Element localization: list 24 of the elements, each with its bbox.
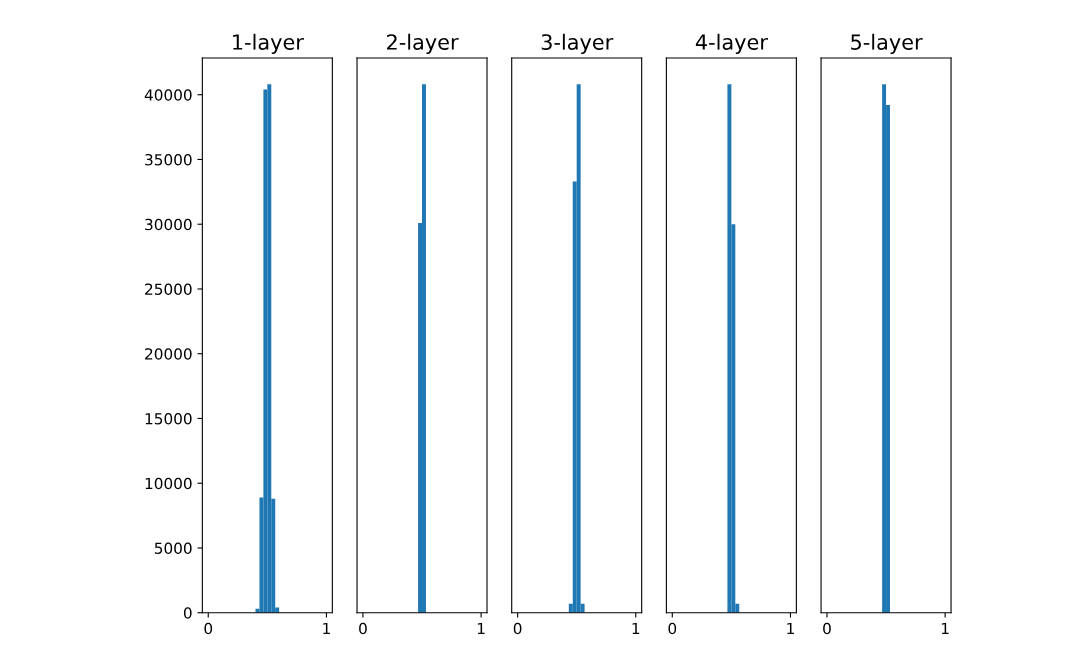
y-tick-label: 25000 (145, 283, 192, 295)
y-tick-label: 20000 (145, 348, 192, 360)
y-tick-label: 40000 (144, 89, 192, 101)
x-tick-label: 0 (359, 622, 367, 635)
y-tick-label: 30000 (145, 218, 192, 231)
x-tick-label: 0 (513, 622, 522, 635)
y-tick-label: 10000 (145, 477, 192, 490)
chart-title: 2-layer (387, 33, 459, 54)
y-tick-label: 35000 (145, 153, 192, 166)
y-tick-label: 5000 (154, 542, 192, 554)
x-tick-label: 0 (204, 622, 213, 635)
chart-title: 5-layer (851, 33, 923, 54)
x-tick-label: 1 (323, 622, 330, 635)
x-tick-label: 1 (787, 622, 794, 635)
chart-title: 4-layer (695, 33, 768, 54)
x-tick-label: 1 (941, 622, 949, 635)
y-tick-label: 15000 (145, 412, 192, 425)
chart-title: 3-layer (541, 33, 614, 54)
x-tick-label: 0 (668, 622, 677, 635)
y-tick-label: 0 (183, 607, 192, 619)
chart-title: 1-layer (233, 33, 304, 54)
x-tick-label: 1 (477, 622, 485, 635)
x-tick-label: 1 (632, 622, 640, 635)
x-tick-label: 0 (823, 622, 831, 635)
